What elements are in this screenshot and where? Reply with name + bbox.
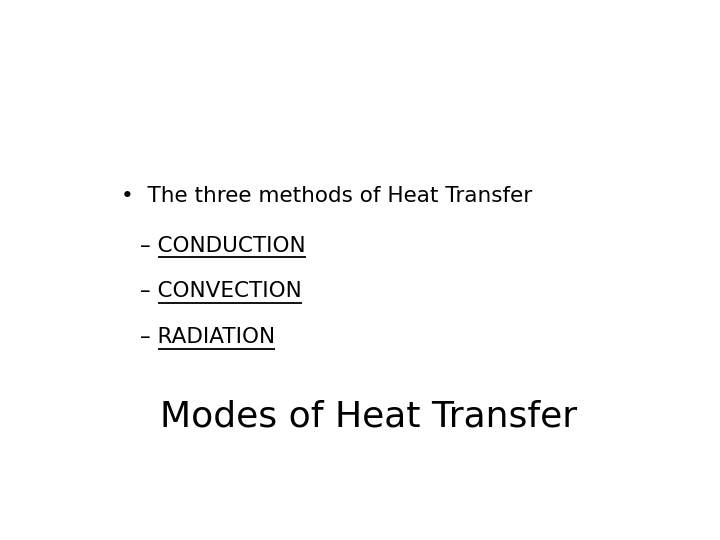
Text: Modes of Heat Transfer: Modes of Heat Transfer — [161, 399, 577, 433]
Text: –: – — [140, 327, 158, 347]
Text: – CONVECTION: – CONVECTION — [140, 281, 302, 301]
Text: – CONDUCTION: – CONDUCTION — [140, 235, 306, 255]
Text: –: – — [140, 235, 158, 255]
Text: •  The three methods of Heat Transfer: • The three methods of Heat Transfer — [121, 186, 532, 206]
Text: –: – — [140, 281, 158, 301]
Text: – RADIATION: – RADIATION — [140, 327, 275, 347]
